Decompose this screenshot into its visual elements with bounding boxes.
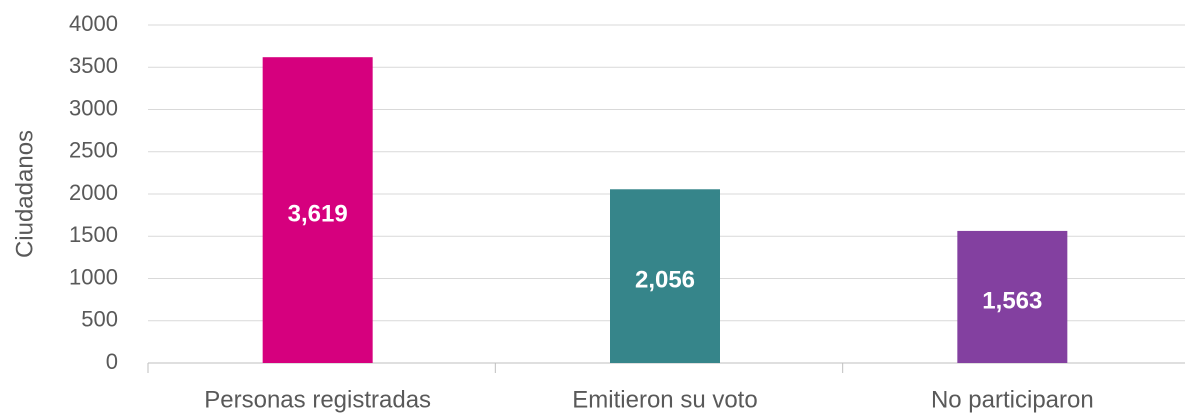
y-axis-label: Ciudadanos [11, 130, 38, 258]
y-tick-label: 1500 [69, 222, 118, 247]
x-tick-label: Personas registradas [204, 386, 431, 413]
bar [262, 57, 373, 364]
y-tick-label: 2000 [69, 180, 118, 205]
y-tick-label: 1000 [69, 264, 118, 289]
x-tick-label: Emitieron su voto [572, 386, 757, 413]
value-label: 3,619 [288, 200, 348, 227]
y-tick-label: 4000 [69, 11, 118, 36]
y-tick-label: 500 [81, 307, 118, 332]
y-tick-label: 3000 [69, 95, 118, 120]
value-label: 2,056 [635, 266, 695, 293]
bar [610, 189, 720, 363]
y-tick-label: 0 [106, 349, 118, 374]
y-tick-label: 3500 [69, 53, 118, 78]
y-tick-label: 2500 [69, 138, 118, 163]
value-label: 1,563 [982, 287, 1042, 314]
bar [957, 230, 1068, 363]
x-tick-label: No participaron [931, 386, 1094, 413]
